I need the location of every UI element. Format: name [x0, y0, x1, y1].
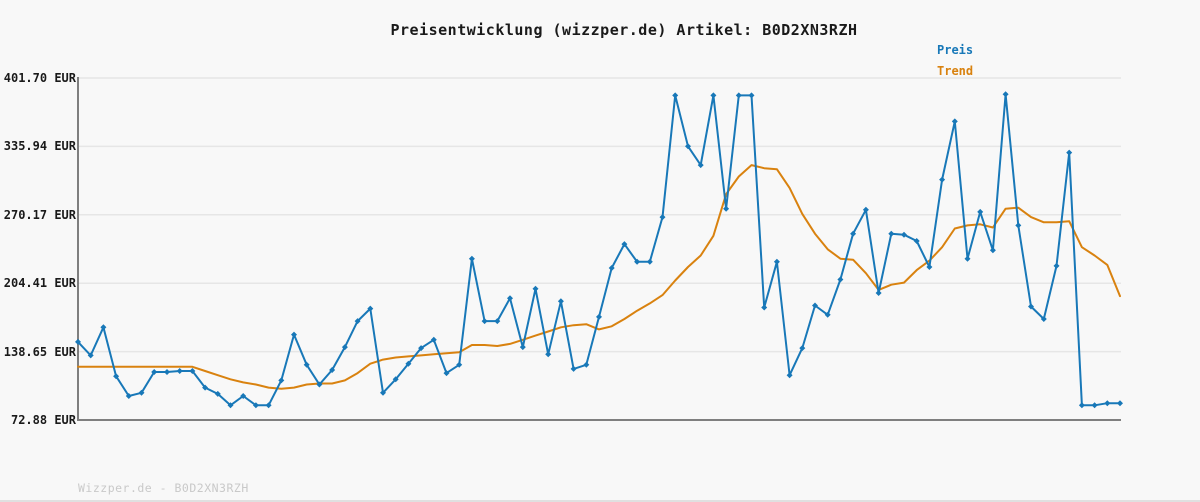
y-tick-label: 72.88 EUR: [10, 413, 76, 427]
legend-label-preis: Preis: [937, 43, 974, 57]
y-tick-label: 270.17 EUR: [3, 207, 76, 222]
y-tick-label: 335.94 EUR: [3, 139, 76, 154]
price-line: [77, 93, 1121, 407]
watermark-text: Wizzper.de - B0D2XN3RZH: [78, 481, 249, 495]
trend-line: [77, 164, 1121, 390]
chart-legend: Preis Trend: [937, 40, 973, 82]
y-tick-label: 204.41 EUR: [3, 276, 76, 291]
y-tick-label: 401.70 EUR: [3, 71, 76, 85]
y-tick-label: 138.65 EUR: [3, 344, 76, 359]
chart-title: Preisentwicklung (wizzper.de) Artikel: B…: [390, 21, 858, 39]
legend-label-trend: Trend: [937, 64, 974, 78]
